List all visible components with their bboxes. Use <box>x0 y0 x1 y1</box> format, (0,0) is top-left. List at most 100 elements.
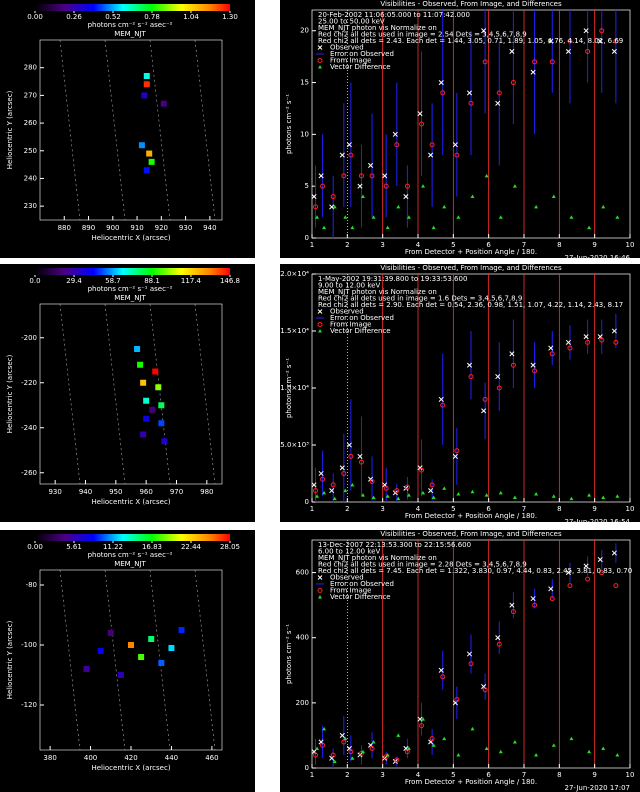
x-axis-label: Heliocentric X (arcsec) <box>91 498 170 506</box>
difference-point <box>615 215 620 219</box>
difference-point <box>442 486 447 490</box>
difference-point <box>534 752 539 757</box>
image-point <box>429 142 435 148</box>
difference-point <box>431 225 436 230</box>
y-tick-label: -220 <box>21 379 37 387</box>
observed-point <box>583 28 589 34</box>
difference-point <box>569 736 574 741</box>
image-point <box>419 121 425 127</box>
difference-point <box>601 746 606 750</box>
plot-frame <box>39 569 223 751</box>
y-tick-label: 1.0×10⁴ <box>280 384 309 392</box>
difference-point <box>431 743 436 747</box>
x-tick-label: 4 <box>416 505 421 513</box>
y-tick-label: 0 <box>305 764 309 772</box>
legend-label: Observed <box>330 574 364 582</box>
difference-point <box>551 743 556 747</box>
image-point <box>358 173 364 179</box>
difference-point <box>615 494 620 498</box>
image-point <box>599 28 605 34</box>
annotation: Red chi2 all dets used in image = 2.28 D… <box>318 561 527 569</box>
pixel <box>146 150 153 157</box>
legend-label: From Image <box>330 587 372 595</box>
plot-frame <box>39 39 223 221</box>
image-point <box>330 194 336 200</box>
x-tick-label: 6 <box>486 771 491 779</box>
image-point <box>394 757 400 763</box>
x-tick-label: 10 <box>626 241 635 249</box>
pixel <box>138 654 145 660</box>
image-point <box>313 752 319 758</box>
y-tick-label: -260 <box>21 469 37 477</box>
colorbar-label: photons cm⁻² s⁻¹ asec⁻² <box>88 21 173 29</box>
timestamp: 27-Jun-2020 17:07 <box>565 784 631 792</box>
y-tick-label: 15 <box>300 79 309 87</box>
x-tick-label: 400 <box>84 754 97 762</box>
chart-title: Visibilities - Observed, From Image, and… <box>380 0 562 8</box>
legend-symbol <box>318 595 322 599</box>
difference-point <box>512 184 517 188</box>
image-point <box>567 38 573 44</box>
y-tick-label: 0 <box>305 234 309 242</box>
y-tick-label: 260 <box>24 119 37 127</box>
difference-point <box>470 194 475 199</box>
difference-point <box>343 215 348 219</box>
image-point <box>348 453 354 459</box>
grid-curve <box>104 569 126 751</box>
image-point <box>383 183 389 189</box>
x-tick-label: 6 <box>486 241 491 249</box>
difference-point <box>421 184 426 188</box>
legend-label: Observed <box>330 308 364 316</box>
image-point <box>613 583 619 589</box>
difference-point <box>322 490 327 495</box>
timestamp: 27-Jun-2020 16:54 <box>565 518 631 526</box>
observed-point <box>565 339 571 345</box>
difference-point <box>512 739 517 744</box>
image-point <box>468 374 474 380</box>
difference-point <box>332 204 337 209</box>
annotation: MEM_NJT photon vis Normalize on <box>318 24 437 32</box>
difference-point <box>498 490 503 495</box>
observed-point <box>438 79 444 86</box>
y-tick-label: -100 <box>21 641 37 649</box>
pixel <box>143 397 150 404</box>
difference-point <box>371 739 376 744</box>
pixel <box>143 73 150 79</box>
difference-point <box>587 749 592 754</box>
image-point <box>567 345 573 351</box>
image-point <box>585 339 591 345</box>
observed-point <box>509 48 515 55</box>
image-point <box>468 661 474 667</box>
x-tick-label: 960 <box>139 488 152 496</box>
observed-point <box>548 38 554 44</box>
legend-symbol <box>318 329 322 333</box>
observed-point <box>329 488 335 494</box>
legend-symbol <box>317 45 323 50</box>
image-point <box>549 59 555 65</box>
x-tick-label: 980 <box>200 488 213 496</box>
difference-point <box>371 215 376 219</box>
pixel <box>140 431 147 438</box>
image-point <box>496 385 502 391</box>
x-tick-label: 5 <box>451 241 455 249</box>
legend-symbol <box>317 309 323 314</box>
difference-point <box>322 225 327 230</box>
map-title: MEM_NJT <box>114 560 146 568</box>
x-tick-label: 4 <box>416 771 421 779</box>
legend-label: From Image <box>330 57 372 65</box>
image-point <box>454 152 460 158</box>
observed-point <box>583 563 589 569</box>
annotation: Red chi2 all dets used in image = 2.54 D… <box>318 31 527 39</box>
x-tick-label: 10 <box>626 505 635 513</box>
x-tick-label: 2 <box>345 241 349 249</box>
difference-point <box>385 225 390 230</box>
y-tick-label: 200 <box>296 699 309 707</box>
observed-point <box>597 556 603 563</box>
x-tick-label: 380 <box>43 754 56 762</box>
x-tick-label: 950 <box>109 488 122 496</box>
difference-point <box>484 173 489 178</box>
observed-point <box>548 345 554 351</box>
pixel <box>143 167 150 174</box>
difference-point <box>360 493 365 497</box>
